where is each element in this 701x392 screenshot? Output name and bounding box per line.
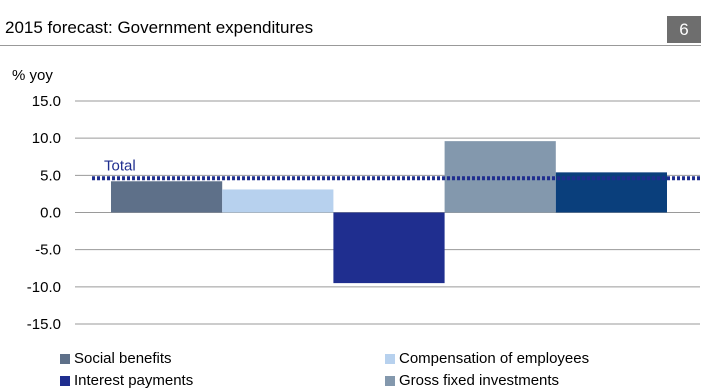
legend-label: Gross fixed investments	[399, 372, 560, 389]
page-number-badge: 6	[667, 16, 701, 43]
bar	[222, 189, 334, 213]
bar	[333, 212, 445, 284]
chart-legend: Social benefits Compensation of employees…	[60, 346, 700, 392]
y-tick-label: -10.0	[27, 279, 61, 296]
y-axis-label: % yoy	[12, 67, 53, 84]
legend-label: Interest payments	[74, 372, 194, 389]
legend-label: Social benefits	[74, 350, 172, 367]
y-tick-label: -15.0	[27, 316, 61, 333]
y-tick-label: -5.0	[35, 242, 61, 259]
y-axis-ticks: 15.0 10.0 5.0 0.0 -5.0 -10.0 -15.0	[27, 93, 61, 333]
chart-title: 2015 forecast: Government expenditures	[5, 18, 314, 37]
total-reference-label: Total	[104, 157, 136, 174]
legend-swatch	[60, 375, 70, 386]
total-reference: Total	[92, 157, 700, 181]
bar-chart: 15.0 10.0 5.0 0.0 -5.0 -10.0 -15.0 Total % yoy	[12, 67, 700, 333]
legend-swatch	[60, 353, 70, 364]
bar	[111, 181, 223, 213]
chart-header: 2015 forecast: Government expenditures 6	[0, 0, 701, 50]
legend-item: Gross fixed investments	[385, 372, 559, 389]
legend-swatch	[385, 353, 395, 364]
y-tick-label: 10.0	[32, 130, 61, 147]
header-divider	[0, 45, 701, 46]
legend-item: Social benefits	[60, 350, 172, 367]
y-tick-label: 0.0	[40, 205, 61, 222]
legend-item: Interest payments	[60, 372, 193, 389]
legend-swatch	[385, 375, 395, 386]
y-tick-label: 5.0	[40, 167, 61, 184]
legend-label: Compensation of employees	[399, 350, 590, 367]
y-tick-label: 15.0	[32, 93, 61, 110]
bars	[111, 141, 667, 284]
legend-item: Compensation of employees	[385, 350, 589, 367]
